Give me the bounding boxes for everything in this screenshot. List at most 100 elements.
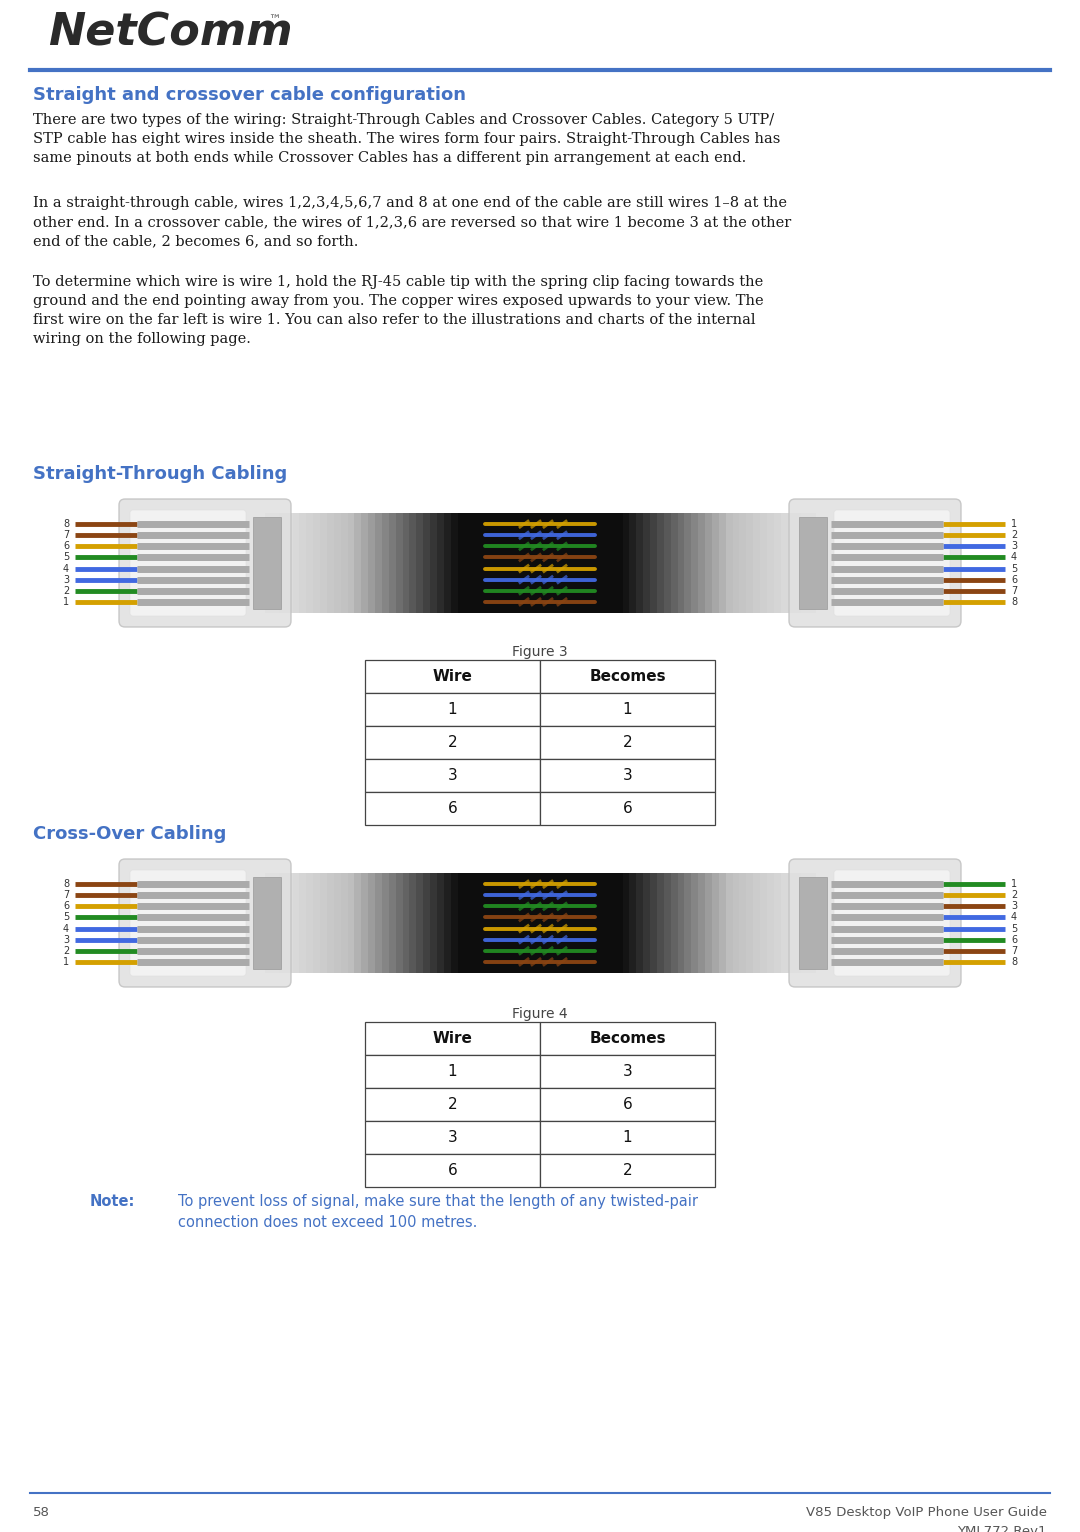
Bar — [458, 873, 464, 973]
Bar — [616, 513, 623, 613]
Text: Straight and crossover cable configuration: Straight and crossover cable configurati… — [33, 86, 465, 104]
Text: 1: 1 — [623, 702, 632, 717]
Bar — [272, 513, 280, 613]
Text: 1: 1 — [448, 702, 457, 717]
Bar — [354, 513, 362, 613]
Bar — [526, 873, 534, 973]
Bar — [293, 513, 300, 613]
Bar — [609, 873, 616, 973]
Bar — [609, 513, 616, 613]
Bar — [285, 513, 293, 613]
Text: There are two types of the wiring: Straight-Through Cables and Crossover Cables.: There are two types of the wiring: Strai… — [33, 113, 781, 165]
Text: 6: 6 — [1011, 935, 1017, 945]
Bar — [348, 873, 355, 973]
Bar — [365, 1154, 540, 1187]
Bar — [740, 873, 746, 973]
Bar — [307, 873, 313, 973]
Bar — [365, 692, 540, 726]
Bar — [540, 1154, 715, 1187]
Bar — [554, 513, 562, 613]
Bar — [365, 758, 540, 792]
Text: 3: 3 — [1011, 541, 1017, 552]
Bar — [365, 660, 540, 692]
Bar — [505, 513, 513, 613]
Bar — [664, 513, 671, 613]
Bar — [505, 873, 513, 973]
Bar — [320, 513, 327, 613]
Bar — [485, 873, 492, 973]
Text: 6: 6 — [1011, 574, 1017, 585]
Bar — [409, 873, 417, 973]
Text: 8: 8 — [1011, 958, 1017, 967]
Bar — [485, 513, 492, 613]
Bar — [540, 726, 715, 758]
Text: 2: 2 — [448, 1097, 457, 1112]
Bar — [546, 873, 554, 973]
Text: 8: 8 — [1011, 597, 1017, 607]
Text: V85 Desktop VoIP Phone User Guide
YML772 Rev1: V85 Desktop VoIP Phone User Guide YML772… — [806, 1506, 1047, 1532]
Text: 1: 1 — [63, 958, 69, 967]
Bar — [636, 873, 644, 973]
Bar — [622, 513, 630, 613]
Bar — [540, 692, 715, 726]
Text: 7: 7 — [1011, 945, 1017, 956]
Bar — [478, 873, 486, 973]
Bar — [382, 513, 389, 613]
Bar — [698, 873, 705, 973]
Bar — [799, 516, 827, 610]
Bar — [403, 513, 410, 613]
Bar — [365, 1056, 540, 1088]
Text: 3: 3 — [447, 1131, 457, 1144]
Bar — [540, 513, 548, 613]
Bar — [540, 792, 715, 826]
Text: 2: 2 — [63, 945, 69, 956]
Bar — [808, 513, 815, 613]
Bar — [513, 873, 519, 973]
Text: 58: 58 — [33, 1506, 50, 1520]
Text: 6: 6 — [447, 801, 457, 817]
Bar — [760, 513, 768, 613]
Bar — [368, 873, 376, 973]
Bar — [602, 513, 609, 613]
Text: Figure 3: Figure 3 — [512, 645, 568, 659]
Bar — [726, 513, 733, 613]
Bar — [685, 513, 692, 613]
Text: 3: 3 — [63, 935, 69, 945]
Bar — [575, 513, 582, 613]
Bar — [540, 1088, 715, 1121]
Bar — [801, 513, 809, 613]
Text: Figure 4: Figure 4 — [512, 1007, 568, 1020]
Text: 6: 6 — [63, 541, 69, 552]
Bar — [787, 873, 795, 973]
Text: Becomes: Becomes — [590, 1031, 665, 1046]
Bar — [567, 513, 575, 613]
Bar — [677, 513, 685, 613]
Bar — [657, 873, 664, 973]
Text: 4: 4 — [63, 924, 69, 933]
Bar — [395, 873, 403, 973]
Bar — [534, 873, 540, 973]
Bar — [767, 513, 774, 613]
Bar — [416, 873, 423, 973]
FancyBboxPatch shape — [789, 859, 961, 987]
Text: 6: 6 — [623, 801, 633, 817]
Bar — [253, 876, 281, 970]
Text: 1: 1 — [63, 597, 69, 607]
Text: 7: 7 — [63, 890, 69, 901]
Bar — [361, 513, 368, 613]
Bar — [368, 513, 376, 613]
Bar — [499, 513, 507, 613]
Bar — [423, 873, 431, 973]
Bar — [365, 1088, 540, 1121]
Bar — [491, 873, 499, 973]
Bar — [561, 873, 568, 973]
Bar — [348, 513, 355, 613]
Bar — [519, 873, 527, 973]
Bar — [677, 873, 685, 973]
Bar — [320, 873, 327, 973]
FancyBboxPatch shape — [119, 859, 291, 987]
Bar — [630, 873, 637, 973]
FancyBboxPatch shape — [119, 499, 291, 627]
Bar — [416, 513, 423, 613]
Text: 2: 2 — [448, 735, 457, 751]
